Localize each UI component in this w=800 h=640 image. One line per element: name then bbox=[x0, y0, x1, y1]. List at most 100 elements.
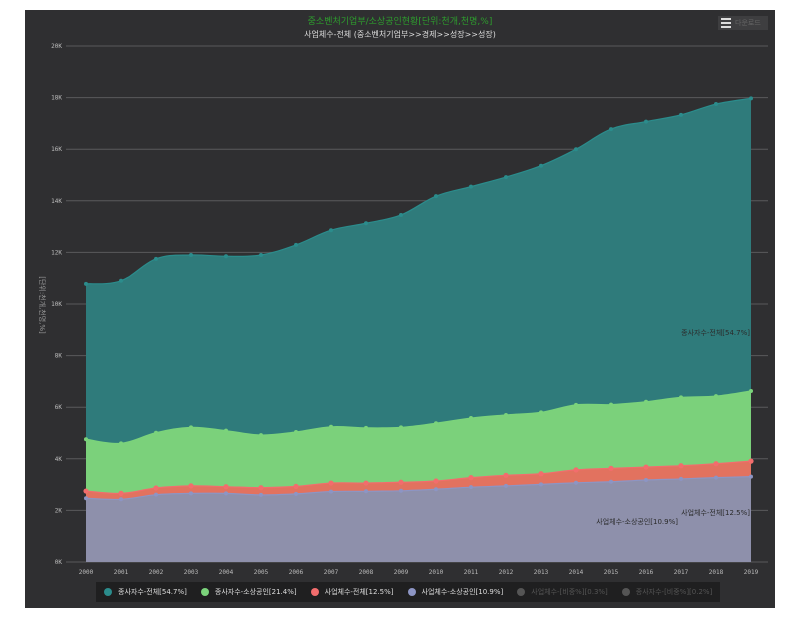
data-point[interactable] bbox=[189, 252, 193, 257]
data-point[interactable] bbox=[364, 221, 368, 226]
legend-item-employees-total[interactable]: 종사자수-전체[54.7%] bbox=[104, 587, 187, 597]
data-point[interactable] bbox=[224, 428, 228, 433]
y-tick-label: 8K bbox=[55, 353, 63, 360]
chart-title: 중소벤처기업부/소상공인현황[단위:천개,천명,%] bbox=[307, 17, 493, 27]
area-series-layer bbox=[85, 97, 752, 563]
data-point[interactable] bbox=[154, 256, 158, 261]
data-point[interactable] bbox=[469, 485, 473, 490]
data-point[interactable] bbox=[329, 424, 333, 429]
x-tick-label: 2008 bbox=[359, 569, 374, 576]
data-point[interactable] bbox=[84, 437, 88, 442]
data-point[interactable] bbox=[259, 492, 263, 497]
data-point[interactable] bbox=[223, 484, 229, 490]
data-point[interactable] bbox=[294, 242, 298, 247]
data-point[interactable] bbox=[328, 480, 334, 486]
legend-item-employees-share[interactable]: 종사자수-[비중%][0.2%] bbox=[621, 587, 712, 597]
data-point[interactable] bbox=[503, 472, 509, 478]
x-tick-label: 2005 bbox=[254, 569, 269, 576]
data-point[interactable] bbox=[538, 471, 544, 477]
x-tick-label: 2003 bbox=[184, 569, 199, 576]
data-point[interactable] bbox=[188, 483, 194, 489]
data-point[interactable] bbox=[678, 463, 684, 469]
data-point[interactable] bbox=[644, 119, 648, 124]
data-point[interactable] bbox=[679, 395, 683, 400]
data-point[interactable] bbox=[468, 475, 474, 481]
data-point[interactable] bbox=[434, 487, 438, 492]
legend-marker-icon bbox=[407, 588, 416, 596]
data-point[interactable] bbox=[434, 194, 438, 199]
data-point[interactable] bbox=[154, 430, 158, 435]
data-point[interactable] bbox=[714, 102, 718, 107]
y-tick-label: 14K bbox=[51, 198, 62, 205]
data-point[interactable] bbox=[433, 478, 439, 484]
legend-item-businesses-total[interactable]: 사업체수-전체[12.5%] bbox=[310, 587, 394, 597]
data-point[interactable] bbox=[749, 96, 753, 101]
data-point[interactable] bbox=[714, 475, 718, 480]
data-point[interactable] bbox=[713, 461, 719, 467]
data-point[interactable] bbox=[504, 175, 508, 180]
data-point[interactable] bbox=[748, 458, 754, 464]
data-point[interactable] bbox=[224, 491, 228, 496]
data-point[interactable] bbox=[644, 399, 648, 404]
data-point[interactable] bbox=[539, 163, 543, 168]
data-point[interactable] bbox=[119, 497, 123, 502]
data-points-layer bbox=[83, 96, 754, 502]
data-point[interactable] bbox=[293, 483, 299, 490]
data-point[interactable] bbox=[504, 483, 508, 488]
data-point[interactable] bbox=[399, 425, 403, 430]
data-point[interactable] bbox=[643, 464, 649, 470]
data-point[interactable] bbox=[119, 278, 123, 283]
data-point[interactable] bbox=[398, 479, 404, 485]
data-point[interactable] bbox=[469, 184, 473, 189]
data-point[interactable] bbox=[573, 467, 579, 473]
data-point[interactable] bbox=[84, 281, 88, 286]
x-tick-label: 2001 bbox=[114, 569, 129, 576]
legend-item-businesses-smallbiz[interactable]: 사업체수-소상공인[10.9%] bbox=[407, 587, 503, 597]
data-point[interactable] bbox=[154, 492, 158, 497]
data-point[interactable] bbox=[644, 477, 648, 482]
data-point[interactable] bbox=[609, 479, 613, 484]
data-point[interactable] bbox=[434, 421, 438, 426]
data-point[interactable] bbox=[189, 425, 193, 430]
data-point[interactable] bbox=[399, 488, 403, 493]
data-point[interactable] bbox=[83, 488, 89, 494]
download-button[interactable]: 다운로드 bbox=[718, 16, 768, 30]
data-point[interactable] bbox=[364, 425, 368, 430]
y-tick-label: 18K bbox=[51, 95, 62, 102]
data-point[interactable] bbox=[679, 476, 683, 481]
x-tick-label: 2017 bbox=[674, 569, 689, 576]
data-point[interactable] bbox=[258, 485, 264, 491]
data-point[interactable] bbox=[574, 147, 578, 152]
data-point[interactable] bbox=[329, 489, 333, 494]
data-point[interactable] bbox=[364, 489, 368, 494]
data-point[interactable] bbox=[153, 485, 159, 491]
data-point[interactable] bbox=[574, 480, 578, 485]
data-point[interactable] bbox=[609, 127, 613, 132]
data-point[interactable] bbox=[294, 491, 298, 496]
data-point[interactable] bbox=[679, 112, 683, 117]
data-point[interactable] bbox=[119, 441, 123, 446]
data-point[interactable] bbox=[749, 388, 753, 393]
data-point[interactable] bbox=[469, 416, 473, 421]
data-point[interactable] bbox=[329, 228, 333, 233]
hamburger-menu-icon bbox=[721, 18, 731, 28]
data-point[interactable] bbox=[539, 410, 543, 415]
data-point[interactable] bbox=[294, 429, 298, 434]
data-point[interactable] bbox=[609, 402, 613, 407]
data-point[interactable] bbox=[749, 474, 753, 479]
data-point[interactable] bbox=[574, 402, 578, 407]
data-point[interactable] bbox=[504, 412, 508, 417]
legend-item-businesses-share[interactable]: 사업체수-[비중%][0.3%] bbox=[517, 587, 608, 597]
data-point[interactable] bbox=[259, 252, 263, 257]
data-point[interactable] bbox=[363, 480, 369, 486]
data-point[interactable] bbox=[714, 394, 718, 399]
data-point[interactable] bbox=[539, 482, 543, 487]
data-point[interactable] bbox=[259, 433, 263, 438]
data-point[interactable] bbox=[189, 491, 193, 496]
data-point[interactable] bbox=[118, 490, 124, 496]
data-point[interactable] bbox=[224, 254, 228, 259]
legend-item-employees-smallbiz[interactable]: 종사자수-소상공인[21.4%] bbox=[200, 587, 297, 597]
data-point[interactable] bbox=[399, 212, 403, 217]
data-point[interactable] bbox=[608, 465, 614, 471]
data-point[interactable] bbox=[84, 496, 88, 501]
